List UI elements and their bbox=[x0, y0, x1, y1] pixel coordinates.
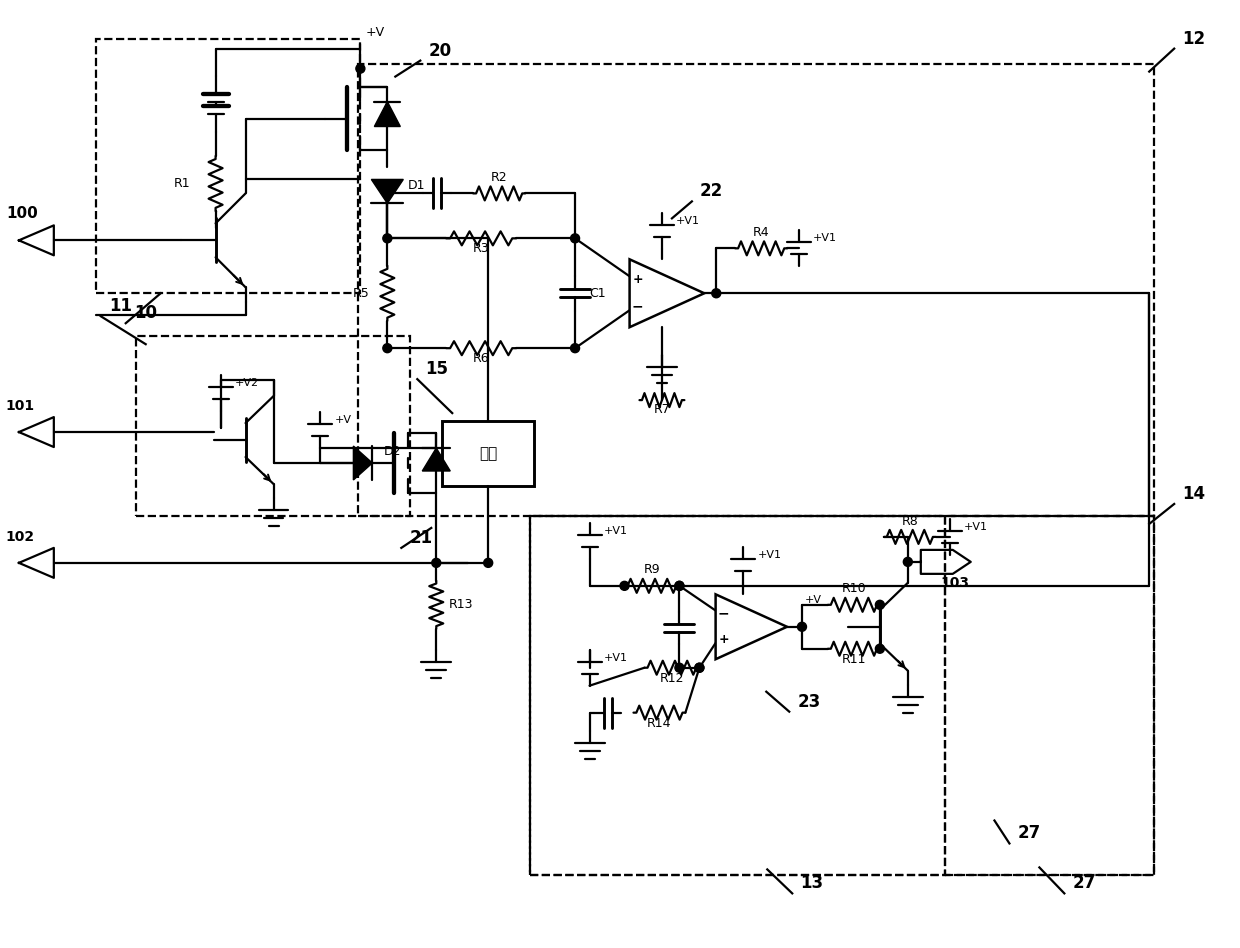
Polygon shape bbox=[423, 448, 450, 471]
Text: R3: R3 bbox=[472, 243, 490, 255]
Text: 12: 12 bbox=[1182, 29, 1205, 47]
Text: 21: 21 bbox=[409, 529, 433, 547]
Circle shape bbox=[675, 664, 684, 672]
Text: +V: +V bbox=[805, 594, 822, 605]
Text: 10: 10 bbox=[134, 304, 156, 322]
Text: R10: R10 bbox=[842, 582, 867, 594]
Text: R5: R5 bbox=[352, 286, 370, 300]
Text: D2: D2 bbox=[383, 445, 401, 458]
Circle shape bbox=[383, 344, 392, 353]
Text: R7: R7 bbox=[653, 403, 671, 416]
Bar bbox=[531, 516, 945, 875]
Text: +: + bbox=[718, 633, 729, 647]
Text: R2: R2 bbox=[491, 172, 507, 185]
Circle shape bbox=[620, 581, 629, 591]
Polygon shape bbox=[374, 101, 401, 126]
Text: +V2: +V2 bbox=[234, 378, 259, 388]
Text: −: − bbox=[718, 607, 729, 621]
Text: 11: 11 bbox=[109, 298, 131, 316]
Text: 15: 15 bbox=[425, 360, 449, 378]
Bar bbox=[945, 516, 1154, 875]
Text: +V1: +V1 bbox=[963, 522, 988, 532]
Circle shape bbox=[675, 581, 684, 591]
Bar bbox=[358, 64, 1154, 516]
Text: 22: 22 bbox=[699, 182, 723, 200]
Bar bbox=[531, 516, 1154, 875]
Circle shape bbox=[694, 664, 704, 672]
Text: +V: +V bbox=[366, 26, 384, 39]
Text: 102: 102 bbox=[6, 530, 35, 544]
Circle shape bbox=[875, 645, 884, 653]
Text: +V1: +V1 bbox=[676, 216, 699, 227]
Text: −: − bbox=[631, 300, 644, 314]
Text: 27: 27 bbox=[1073, 874, 1096, 892]
Polygon shape bbox=[715, 594, 787, 659]
Text: R12: R12 bbox=[660, 672, 684, 684]
Text: 负载: 负载 bbox=[479, 446, 497, 461]
Text: 27: 27 bbox=[1017, 825, 1040, 843]
Text: 23: 23 bbox=[797, 693, 821, 711]
Text: R13: R13 bbox=[448, 598, 472, 611]
Circle shape bbox=[432, 558, 440, 567]
Text: C1: C1 bbox=[589, 286, 605, 300]
Text: 103: 103 bbox=[941, 575, 970, 590]
Text: +: + bbox=[632, 273, 642, 286]
Circle shape bbox=[903, 557, 913, 566]
Text: 13: 13 bbox=[800, 874, 823, 892]
Circle shape bbox=[570, 234, 579, 243]
Text: D1: D1 bbox=[407, 179, 425, 191]
Text: +V1: +V1 bbox=[758, 550, 781, 560]
Text: R4: R4 bbox=[753, 227, 770, 239]
Circle shape bbox=[484, 558, 492, 567]
Circle shape bbox=[875, 600, 884, 610]
Text: R6: R6 bbox=[472, 352, 490, 365]
Bar bbox=[95, 39, 361, 293]
Polygon shape bbox=[371, 179, 403, 204]
Circle shape bbox=[675, 581, 684, 591]
Circle shape bbox=[570, 344, 579, 353]
Circle shape bbox=[712, 289, 720, 298]
Text: +V: +V bbox=[335, 415, 351, 425]
Text: R9: R9 bbox=[644, 563, 660, 575]
Text: 100: 100 bbox=[6, 207, 37, 222]
Text: R8: R8 bbox=[901, 515, 918, 528]
Circle shape bbox=[356, 64, 365, 73]
Polygon shape bbox=[353, 447, 372, 480]
Text: 101: 101 bbox=[6, 399, 35, 413]
Text: R11: R11 bbox=[842, 653, 867, 665]
Circle shape bbox=[694, 664, 704, 672]
Text: 20: 20 bbox=[428, 42, 451, 60]
Text: +V1: +V1 bbox=[604, 526, 627, 536]
Text: R14: R14 bbox=[647, 717, 672, 730]
Circle shape bbox=[383, 234, 392, 243]
Text: +V1: +V1 bbox=[813, 233, 837, 244]
Text: +V1: +V1 bbox=[604, 653, 627, 663]
Polygon shape bbox=[630, 260, 704, 327]
Text: 14: 14 bbox=[1182, 485, 1205, 503]
Text: R1: R1 bbox=[174, 177, 190, 190]
Circle shape bbox=[797, 622, 806, 631]
Bar bbox=[135, 337, 410, 516]
Bar bbox=[443, 421, 534, 486]
